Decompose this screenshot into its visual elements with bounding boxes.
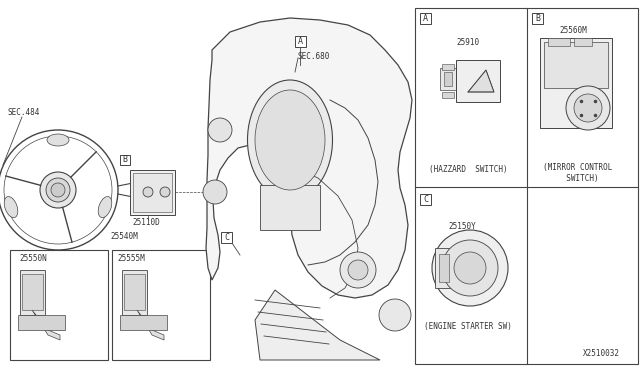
Polygon shape [206, 18, 412, 298]
Text: A: A [423, 14, 428, 23]
Circle shape [432, 230, 508, 306]
Circle shape [203, 180, 227, 204]
Circle shape [46, 178, 70, 202]
Ellipse shape [255, 90, 325, 190]
Text: 25910: 25910 [456, 38, 479, 47]
Bar [18, 315, 65, 330]
Ellipse shape [248, 80, 333, 200]
Bar [120, 315, 167, 330]
Bar [260, 185, 320, 230]
Bar [444, 72, 452, 86]
Bar [439, 254, 449, 282]
Text: (HAZZARD  SWITCH): (HAZZARD SWITCH) [429, 165, 508, 174]
Text: A: A [298, 37, 303, 46]
Bar [442, 92, 454, 98]
Text: SWITCH): SWITCH) [557, 174, 599, 183]
Circle shape [379, 299, 411, 331]
Bar [440, 68, 456, 90]
Circle shape [340, 252, 376, 288]
Bar [544, 42, 608, 88]
Text: 25555M: 25555M [117, 254, 145, 263]
Text: 25560M: 25560M [559, 26, 587, 35]
Bar [10, 250, 108, 360]
Bar [574, 38, 592, 46]
Bar [420, 194, 431, 205]
Polygon shape [468, 70, 494, 92]
Circle shape [143, 187, 153, 197]
Text: (ENGINE STARTER SW): (ENGINE STARTER SW) [424, 322, 512, 331]
Text: C: C [224, 233, 229, 242]
Bar [120, 155, 130, 165]
Text: B: B [535, 14, 540, 23]
Text: (MIRROR CONTROL: (MIRROR CONTROL [543, 163, 612, 172]
Circle shape [442, 240, 498, 296]
Text: 25110D: 25110D [132, 218, 160, 227]
Circle shape [51, 183, 65, 197]
Bar [221, 232, 232, 243]
Bar [442, 64, 454, 70]
Polygon shape [255, 290, 380, 360]
Polygon shape [32, 310, 60, 340]
Circle shape [208, 118, 232, 142]
Bar [456, 60, 500, 102]
Bar [133, 173, 172, 212]
Circle shape [40, 172, 76, 208]
Bar [435, 248, 453, 288]
Ellipse shape [4, 196, 18, 218]
Bar [295, 36, 306, 47]
Ellipse shape [47, 134, 69, 146]
Bar [130, 170, 175, 215]
Circle shape [160, 187, 170, 197]
Circle shape [574, 94, 602, 122]
Bar [20, 270, 45, 315]
Text: 25150Y: 25150Y [448, 222, 476, 231]
Bar [415, 8, 638, 364]
Ellipse shape [98, 196, 112, 218]
Bar [532, 13, 543, 24]
Bar [112, 250, 210, 360]
Text: X2510032: X2510032 [583, 349, 620, 358]
Bar [122, 270, 147, 315]
Text: C: C [423, 195, 428, 204]
Bar [548, 38, 570, 46]
Circle shape [454, 252, 486, 284]
Text: B: B [122, 155, 127, 164]
Text: 25540M: 25540M [110, 232, 138, 241]
Text: SEC.484: SEC.484 [8, 108, 40, 117]
Bar [420, 13, 431, 24]
Text: 25550N: 25550N [19, 254, 47, 263]
Bar [22, 274, 43, 310]
Polygon shape [137, 310, 164, 340]
Circle shape [566, 86, 610, 130]
Bar [540, 38, 612, 128]
Circle shape [348, 260, 368, 280]
Bar [124, 274, 145, 310]
Text: SEC.680: SEC.680 [298, 52, 330, 61]
